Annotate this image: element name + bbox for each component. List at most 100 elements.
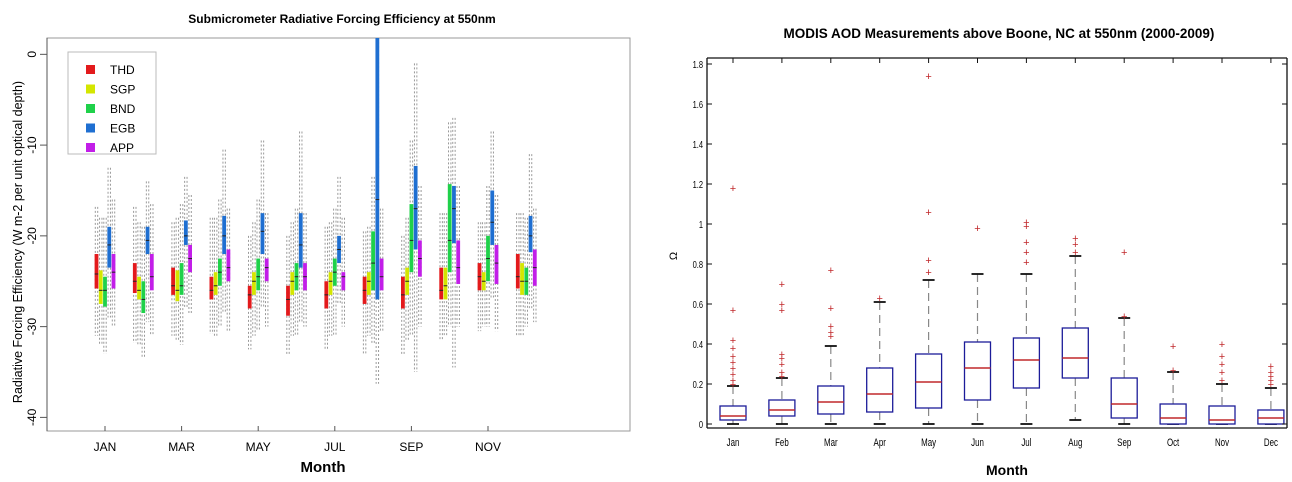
- outlier-marker: +: [925, 255, 931, 267]
- legend-label-egb: EGB: [110, 122, 135, 136]
- aod-chart-svg: MODIS AOD Measurements above Boone, NC a…: [668, 26, 1288, 478]
- x-tick-label: NOV: [475, 440, 501, 454]
- outlier-marker: +: [1023, 221, 1029, 233]
- x-axis: JAN MAR MAY JUL SEP NOV: [94, 426, 501, 454]
- box-thd: [171, 267, 175, 295]
- x-tick-label: May: [921, 437, 936, 450]
- x-tick-label: Oct: [1167, 437, 1180, 450]
- outlier-marker: +: [1268, 379, 1274, 391]
- box-bnd: [103, 276, 107, 307]
- outlier-marker: +: [1121, 311, 1127, 323]
- legend: THD SGP BND EGB APP: [67, 51, 157, 155]
- legend-swatch-bnd: [86, 104, 95, 113]
- x-tick-label: Jul: [1021, 437, 1031, 450]
- y-tick-label: -20: [25, 227, 39, 245]
- box-bnd: [447, 184, 452, 273]
- outlier-marker: +: [828, 303, 834, 315]
- outlier-marker: +: [1170, 341, 1176, 353]
- y-tick-label: 1: [699, 219, 703, 230]
- legend-label-sgp: SGP: [110, 83, 135, 97]
- box-egb: [490, 190, 495, 245]
- outlier-marker: +: [1121, 247, 1127, 259]
- box-egb: [183, 220, 188, 245]
- box-sgp: [137, 276, 141, 300]
- plot-area: ++++++++++++++++++++++++++++++++++++++++…: [719, 71, 1285, 425]
- box: [1257, 409, 1285, 425]
- x-tick-label: MAR: [168, 440, 195, 454]
- legend-label-app: APP: [110, 141, 134, 155]
- outlier-marker: +: [925, 267, 931, 279]
- outlier-marker: +: [730, 183, 736, 195]
- box-app: [379, 258, 384, 291]
- outlier-marker: +: [925, 71, 931, 83]
- y-tick-label: 1.6: [693, 99, 703, 110]
- outlier-marker: +: [828, 331, 834, 343]
- rfe-chart-svg: Submicrometer Radiative Forcing Efficien…: [11, 12, 631, 476]
- x-tick-label: JUL: [324, 440, 346, 454]
- box-egb: [260, 213, 265, 255]
- outlier-marker: +: [730, 375, 736, 387]
- box-thd: [247, 285, 252, 309]
- box-sgp: [213, 272, 218, 295]
- outlier-marker: +: [1072, 233, 1078, 245]
- outlier-marker: +: [1219, 367, 1225, 379]
- box-sgp: [290, 272, 295, 295]
- outlier-marker: +: [779, 305, 785, 317]
- y-axis: 0 0.2 0.4 0.6 0.8 1 1.2 1.4 1.6 1.8: [693, 57, 1288, 430]
- box-sgp: [520, 263, 524, 295]
- outlier-marker: +: [1023, 247, 1029, 259]
- box-app: [149, 254, 154, 291]
- box: [1159, 403, 1187, 425]
- legend-swatch-thd: [86, 65, 95, 74]
- y-tick-label: -40: [25, 408, 39, 426]
- x-tick-label: Apr: [874, 437, 887, 450]
- box: [768, 399, 796, 417]
- outlier-marker: +: [1170, 365, 1176, 377]
- y-tick-label: 0: [699, 419, 703, 430]
- box: [719, 405, 747, 421]
- box-thd: [94, 254, 99, 289]
- y-tick-label: 0.2: [693, 379, 703, 390]
- outlier-marker: +: [730, 379, 736, 391]
- outlier-marker: +: [876, 293, 882, 305]
- aod-chart-panel: MODIS AOD Measurements above Boone, NC a…: [640, 0, 1292, 478]
- outlier-marker: +: [779, 279, 785, 291]
- box: [817, 385, 845, 415]
- x-tick-label: MAY: [246, 440, 271, 454]
- x-tick-label: JAN: [94, 440, 117, 454]
- x-tick-label: Dec: [1264, 437, 1278, 450]
- outlier-marker: +: [974, 223, 980, 235]
- y-axis-label: Radiative Forcing Efficiency (W m-2 per …: [11, 81, 25, 403]
- box-egb: [222, 215, 227, 255]
- box-app: [111, 254, 116, 289]
- box-egb: [107, 226, 112, 268]
- box-thd: [401, 276, 405, 309]
- outlier-marker: +: [730, 335, 736, 347]
- legend-swatch-app: [86, 143, 95, 152]
- box: [866, 367, 894, 413]
- outlier-marker: +: [1268, 367, 1274, 379]
- y-axis-label: Ω: [668, 252, 680, 260]
- outlier-marker: +: [730, 357, 736, 369]
- x-tick-label: Nov: [1215, 437, 1229, 450]
- x-axis: Jan Feb Mar Apr May Jun Jul Aug Sep Oct Nov Dec: [707, 58, 1287, 449]
- outlier-marker: +: [730, 363, 736, 375]
- box: [1208, 405, 1236, 425]
- outlier-marker: +: [1219, 359, 1225, 371]
- box-bnd: [409, 204, 414, 273]
- outlier-marker: +: [828, 327, 834, 339]
- box-app: [264, 258, 269, 282]
- box-thd: [209, 276, 214, 300]
- legend-swatch-egb: [86, 123, 95, 133]
- box-egb: [298, 213, 303, 268]
- box-sgp: [175, 270, 180, 302]
- box-app: [494, 244, 499, 284]
- outlier-marker: +: [828, 265, 834, 277]
- box: [963, 341, 992, 401]
- box-thd: [515, 254, 520, 289]
- box-app: [226, 249, 231, 282]
- box: [1012, 337, 1041, 389]
- outlier-marker: +: [1023, 217, 1029, 229]
- y-tick-label: -30: [25, 318, 39, 336]
- y-tick-label: -10: [25, 136, 39, 154]
